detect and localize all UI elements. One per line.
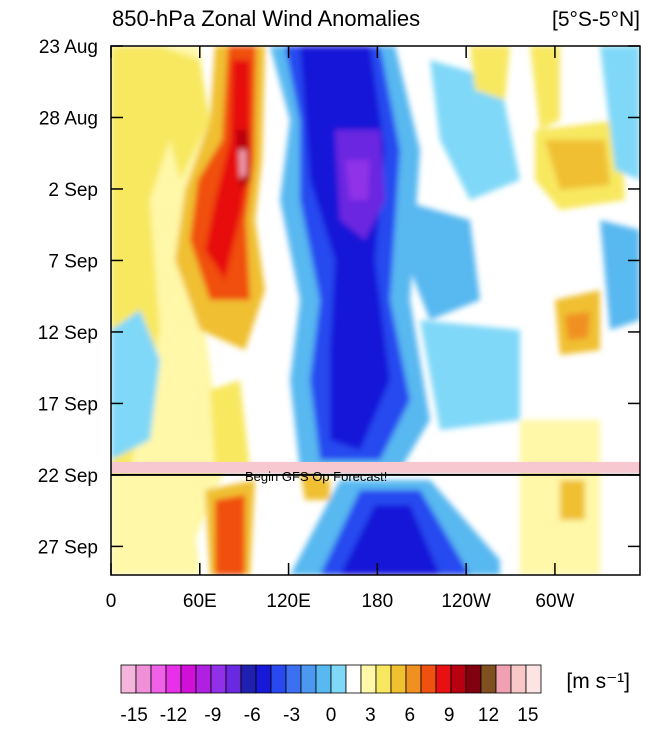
x-tick-label: 0 xyxy=(106,591,117,612)
colorbar-swatch xyxy=(465,664,482,694)
colorbar-swatch xyxy=(525,664,542,694)
x-tick-label: 60E xyxy=(183,591,217,612)
forecast-band xyxy=(111,461,640,473)
colorbar-swatch xyxy=(225,664,242,694)
y-tick-label: 12 Sep xyxy=(38,323,98,344)
chart-subtitle: [5°S-5°N] xyxy=(552,8,640,31)
colorbar-swatch xyxy=(480,664,497,694)
colorbar-swatch xyxy=(195,664,212,694)
x-tick-label: 60W xyxy=(535,591,574,612)
colorbar-swatch xyxy=(450,664,467,694)
colorbar-swatch xyxy=(210,664,227,694)
x-tick-label: 180 xyxy=(361,591,393,612)
colorbar-label: 15 xyxy=(517,705,538,726)
y-tick-label: 7 Sep xyxy=(48,251,98,272)
y-tick-label: 22 Sep xyxy=(38,466,98,487)
wind-field xyxy=(111,46,640,575)
colorbar-swatch xyxy=(345,664,362,694)
colorbar-swatch xyxy=(300,664,317,694)
colorbar-unit: [m s⁻¹] xyxy=(566,670,630,693)
y-tick-label: 28 Aug xyxy=(39,108,98,129)
colorbar-swatch xyxy=(135,664,152,694)
colorbar-label: -9 xyxy=(204,705,221,726)
colorbar-swatch xyxy=(315,664,332,694)
colorbar-label: 3 xyxy=(365,705,376,726)
colorbar-label: 12 xyxy=(478,705,499,726)
colorbar-label: 0 xyxy=(326,705,337,726)
chart-title: 850-hPa Zonal Wind Anomalies xyxy=(112,6,420,31)
colorbar-swatch xyxy=(420,664,437,694)
colorbar-label: 9 xyxy=(444,705,455,726)
colorbar-swatch xyxy=(330,664,347,694)
colorbar-label: -12 xyxy=(160,705,187,726)
colorbar-swatch xyxy=(165,664,182,694)
colorbar-swatch xyxy=(180,664,197,694)
colorbar-swatch xyxy=(405,664,422,694)
colorbar-label: 6 xyxy=(404,705,415,726)
colorbar-swatch xyxy=(495,664,512,694)
colorbar-swatch xyxy=(285,664,302,694)
colorbar-swatch xyxy=(510,664,527,694)
colorbar-label: -15 xyxy=(120,705,147,726)
x-tick-label: 120W xyxy=(441,591,491,612)
y-tick-label: 2 Sep xyxy=(48,180,98,201)
colorbar-label: -3 xyxy=(283,705,300,726)
colorbar-swatch xyxy=(150,664,167,694)
annotation: Begin GFS Op Forecast! xyxy=(245,469,387,484)
y-tick-label: 17 Sep xyxy=(38,394,98,415)
colorbar-swatch xyxy=(240,664,257,694)
y-tick-label: 23 Aug xyxy=(39,37,98,58)
x-tick-label: 120E xyxy=(266,591,310,612)
colorbar-swatch xyxy=(255,664,272,694)
colorbar-label: -6 xyxy=(244,705,261,726)
colorbar-swatch xyxy=(390,664,407,694)
y-tick-label: 27 Sep xyxy=(38,537,98,558)
colorbar-swatch xyxy=(120,664,137,694)
colorbar-swatch xyxy=(375,664,392,694)
colorbar-swatch xyxy=(435,664,452,694)
colorbar-swatch xyxy=(360,664,377,694)
plot-frame xyxy=(110,45,641,576)
colorbar-swatch xyxy=(270,664,287,694)
